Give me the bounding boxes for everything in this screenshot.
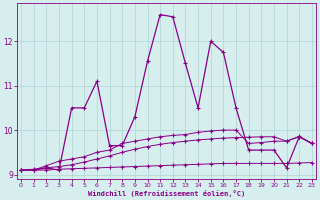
X-axis label: Windchill (Refroidissement éolien,°C): Windchill (Refroidissement éolien,°C): [88, 190, 245, 197]
